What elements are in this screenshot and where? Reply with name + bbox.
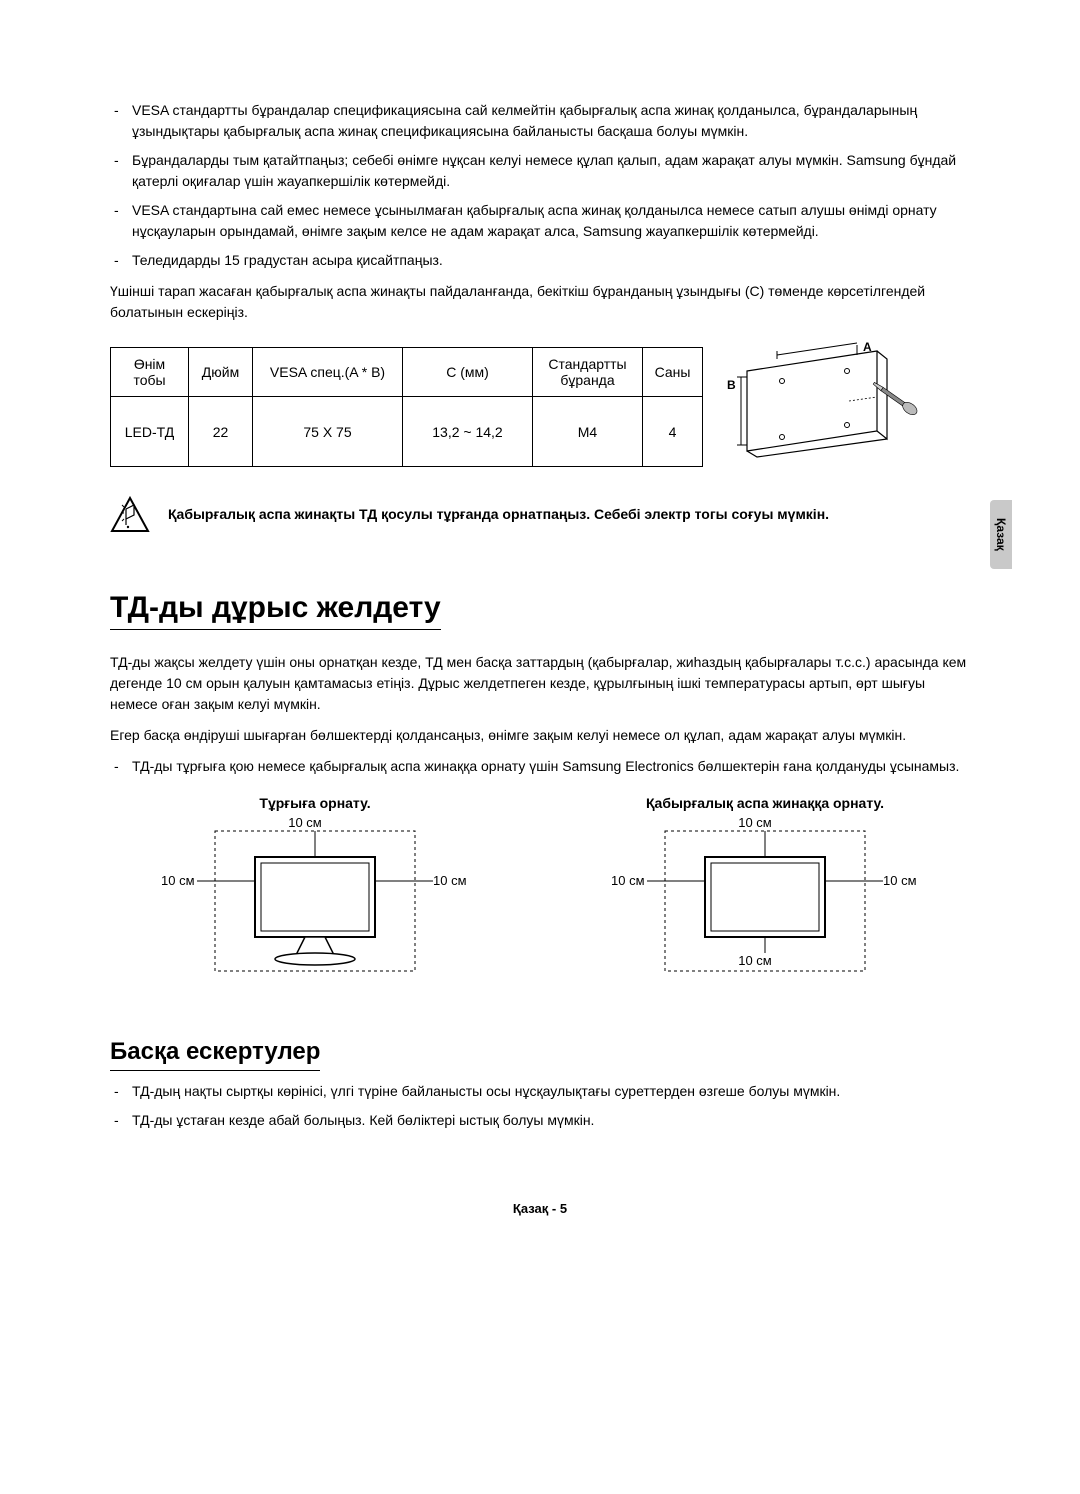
vent-stand-title: Тұрғыға орнату. <box>110 795 520 811</box>
th-qty: Саны <box>643 348 703 397</box>
ventilation-diagrams: Тұрғыға орнату. 10 см 10 см 10 см Қабырғ… <box>110 795 970 990</box>
warning-box: Қабырғалық аспа жинақты ТД қосулы тұрған… <box>110 495 970 535</box>
dist-right: 10 см <box>883 873 917 888</box>
spec-table: Өнім тобы Дюйм VESA спец.(A * B) C (мм) … <box>110 347 703 467</box>
th-c: C (мм) <box>403 348 533 397</box>
section-other-title: Басқа ескертулер <box>110 1038 320 1071</box>
ventilation-p1: ТД-ды жақсы желдету үшін оны орнатқан ке… <box>110 652 970 715</box>
bullet-item: ТД-дың нақты сыртқы көрінісі, үлгі түрін… <box>132 1081 970 1102</box>
section-ventilation-title: ТД-ды дұрыс желдету <box>110 591 441 630</box>
dist-left: 10 см <box>611 873 645 888</box>
td-inch: 22 <box>189 397 253 467</box>
label-b: B <box>727 378 736 392</box>
dist-top: 10 см <box>288 817 322 830</box>
warning-icon <box>110 495 150 535</box>
dist-bottom: 10 см <box>738 953 772 968</box>
third-party-note: Үшінші тарап жасаған қабырғалық аспа жин… <box>110 281 970 323</box>
dist-top: 10 см <box>738 817 772 830</box>
td-screw: M4 <box>533 397 643 467</box>
top-bullets: VESA стандартты бұрандалар спецификацияс… <box>110 100 970 271</box>
td-vesa: 75 X 75 <box>253 397 403 467</box>
td-product: LED-ТД <box>111 397 189 467</box>
th-vesa: VESA спец.(A * B) <box>253 348 403 397</box>
ventilation-bullets: ТД-ды тұрғыға қою немесе қабырғалық аспа… <box>110 756 970 777</box>
td-c: 13,2 ~ 14,2 <box>403 397 533 467</box>
bullet-item: ТД-ды тұрғыға қою немесе қабырғалық аспа… <box>132 756 970 777</box>
th-inch: Дюйм <box>189 348 253 397</box>
ventilation-p2: Егер басқа өндіруші шығарған бөлшектерді… <box>110 725 970 746</box>
language-tab: Қазақ <box>990 500 1012 569</box>
vent-wall-diagram: 10 см 10 см 10 см 10 см <box>595 817 935 987</box>
other-bullets: ТД-дың нақты сыртқы көрінісі, үлгі түрін… <box>110 1081 970 1131</box>
page-footer: Қазақ - 5 <box>110 1201 970 1216</box>
bullet-item: Бұрандаларды тым қатайтпаңыз; себебі өні… <box>132 150 970 192</box>
label-a: A <box>863 341 872 354</box>
vent-stand-diagram: 10 см 10 см 10 см <box>145 817 485 987</box>
table-header-row: Өнім тобы Дюйм VESA спец.(A * B) C (мм) … <box>111 348 703 397</box>
spec-table-row: Өнім тобы Дюйм VESA спец.(A * B) C (мм) … <box>110 333 970 467</box>
table-row: LED-ТД 22 75 X 75 13,2 ~ 14,2 M4 4 <box>111 397 703 467</box>
bullet-item: ТД-ды ұстаған кезде абай болыңыз. Кей бө… <box>132 1110 970 1131</box>
bullet-item: VESA стандартына сай емес немесе ұсынылм… <box>132 200 970 242</box>
warning-text: Қабырғалық аспа жинақты ТД қосулы тұрған… <box>168 505 829 525</box>
dist-right: 10 см <box>433 873 467 888</box>
vesa-diagram: A B <box>727 341 927 461</box>
vent-stand-block: Тұрғыға орнату. 10 см 10 см 10 см <box>110 795 520 990</box>
vent-wall-title: Қабырғалық аспа жинаққа орнату. <box>560 795 970 811</box>
td-qty: 4 <box>643 397 703 467</box>
dist-left: 10 см <box>161 873 195 888</box>
bullet-item: VESA стандартты бұрандалар спецификацияс… <box>132 100 970 142</box>
bullet-item: Теледидарды 15 градустан асыра қисайтпаң… <box>132 250 970 271</box>
th-product: Өнім тобы <box>111 348 189 397</box>
vent-wall-block: Қабырғалық аспа жинаққа орнату. 10 см 10… <box>560 795 970 990</box>
th-screw: Стандартты бұранда <box>533 348 643 397</box>
